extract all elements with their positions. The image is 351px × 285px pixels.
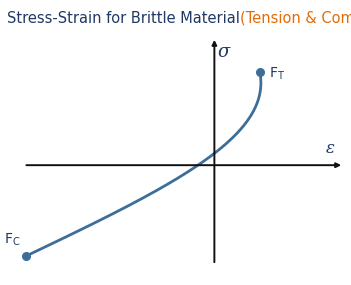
Text: (Tension & Compression): (Tension & Compression) [240, 11, 351, 27]
Text: $\mathregular{F_C}$: $\mathregular{F_C}$ [4, 232, 20, 248]
Text: ε: ε [326, 140, 335, 157]
Text: Stress-Strain for Brittle Material: Stress-Strain for Brittle Material [7, 11, 240, 27]
Text: σ: σ [217, 43, 230, 62]
Text: $\mathregular{F_T}$: $\mathregular{F_T}$ [269, 65, 285, 82]
